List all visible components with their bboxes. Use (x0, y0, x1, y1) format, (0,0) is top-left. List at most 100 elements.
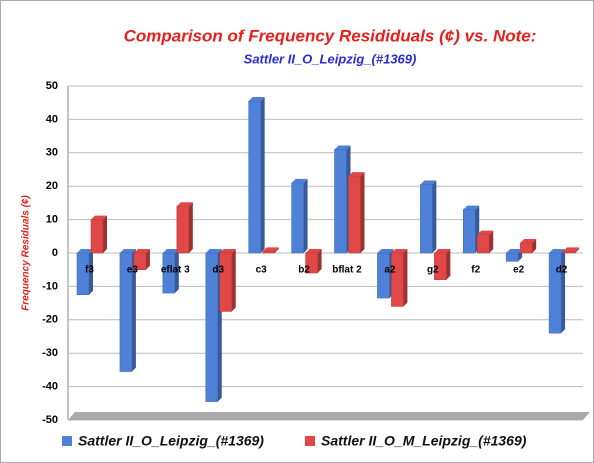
bar (262, 251, 275, 254)
bars: f3 e3 eflat 3 d3 c3 b2 bflat 2 a2 g2 f2 e2 d2 (76, 97, 580, 402)
bar-side (317, 249, 322, 274)
bar (519, 242, 533, 254)
y-tick-label: -50 (42, 414, 58, 426)
x-tick-label: f2 (471, 265, 480, 276)
bar-top (291, 178, 308, 183)
bar-side (446, 249, 451, 280)
bar (248, 100, 261, 254)
bar (434, 252, 447, 280)
bar-top (91, 215, 107, 220)
bar-top (563, 247, 580, 252)
bar (562, 251, 576, 254)
bar-top (420, 180, 437, 185)
x-tick-label: a2 (384, 265, 396, 276)
bar (505, 252, 519, 262)
x-tick-label: f3 (85, 265, 94, 276)
bar (477, 234, 490, 254)
x-tick-label: d3 (212, 265, 224, 276)
bar (420, 184, 433, 254)
bar-top (506, 249, 523, 253)
bar-side (231, 249, 236, 312)
x-tick-label: c3 (256, 265, 268, 276)
bar-side (131, 249, 136, 372)
y-tick-label: 20 (46, 180, 58, 192)
bar (90, 219, 104, 254)
bar-side (89, 249, 93, 295)
bar-side (575, 247, 580, 253)
y-tick-label: 30 (46, 147, 58, 159)
x-tick-label: b2 (298, 265, 310, 276)
bar-side (561, 249, 566, 334)
bar (162, 252, 176, 294)
bar-top (219, 249, 236, 253)
bar-top (262, 247, 279, 252)
bar-top (477, 230, 494, 235)
x-tick-label: e3 (127, 265, 139, 276)
bar (548, 252, 562, 334)
legend-swatch (305, 436, 315, 446)
bar-side (174, 249, 179, 294)
bar-top (133, 249, 150, 253)
legend: Sattler II_O_Leipzig_(#1369) Sattler II_O… (62, 433, 527, 449)
bar (133, 252, 147, 270)
bar-top (549, 249, 566, 253)
x-tick-label: eflat 3 (161, 265, 190, 276)
bar-top (162, 249, 179, 253)
bar-top (348, 172, 365, 177)
y-tick-label: 0 (52, 247, 58, 259)
bar-top (391, 249, 408, 253)
x-tick-label: e2 (513, 265, 525, 276)
bar-side (432, 180, 437, 253)
bar-top (334, 145, 351, 150)
chart-title: Comparison of Frequency Resididuals (¢) … (124, 26, 537, 45)
bar (176, 205, 190, 254)
y-tick-label: 50 (46, 80, 58, 92)
bar (377, 252, 390, 299)
bar (305, 252, 318, 274)
bar-side (403, 249, 408, 307)
chart-subtitle: Sattler II_O_Leipzig_(#1369) (244, 51, 417, 66)
x-tick-label: bflat 2 (332, 265, 362, 276)
bar-side (103, 215, 107, 253)
bar-top (463, 205, 480, 210)
bar (205, 252, 218, 402)
y-tick-label: -10 (42, 280, 58, 292)
bar (348, 175, 361, 254)
y-tick-label: 40 (46, 113, 58, 125)
bar (291, 182, 304, 254)
y-tick-label: -30 (42, 347, 58, 359)
bar-top (305, 249, 322, 253)
bar (76, 252, 90, 295)
bar (334, 149, 347, 254)
y-tick-label: -20 (42, 314, 58, 326)
bar (463, 209, 476, 254)
bar-side (188, 202, 193, 253)
bar-side (260, 97, 265, 253)
bar-top (77, 249, 93, 253)
y-tick-label: -40 (42, 381, 58, 393)
bar-side (145, 249, 150, 270)
bar-side (489, 230, 494, 253)
bar-side (532, 238, 537, 253)
floor (68, 412, 590, 420)
y-tick-label: 10 (46, 214, 58, 226)
bar-top (520, 238, 537, 243)
bar-top (248, 97, 265, 102)
bar (219, 252, 232, 312)
legend-label: Sattler II_O_M_Leipzig_(#1369) (321, 433, 527, 449)
legend-swatch (62, 436, 72, 446)
legend-label: Sattler II_O_Leipzig_(#1369) (78, 433, 264, 449)
x-tick-label: d2 (556, 265, 568, 276)
bar-top (119, 249, 136, 253)
grid: -50 -40 -30 -20 -10 0 10 20 30 40 50 (42, 80, 583, 426)
bar-top (176, 202, 193, 207)
bar-side (274, 247, 279, 253)
bar-side (360, 172, 365, 253)
bar-top (377, 249, 394, 253)
bar (391, 252, 404, 307)
bar-top (434, 249, 451, 253)
x-tick-label: g2 (427, 265, 439, 276)
bar-top (205, 249, 222, 253)
bar-side (303, 178, 308, 253)
y-axis-label: Frequency Residuals (¢) (21, 195, 32, 311)
